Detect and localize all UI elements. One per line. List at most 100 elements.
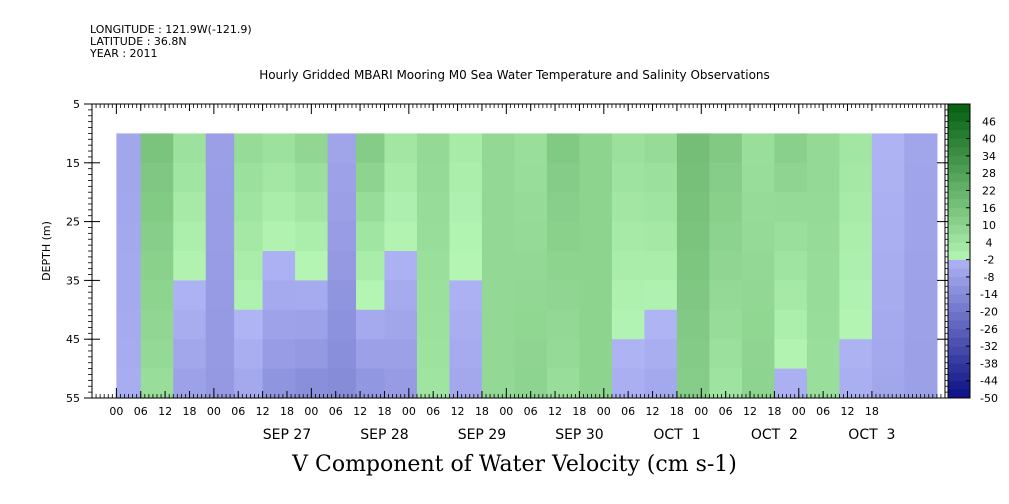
heatmap-cell [116, 368, 142, 399]
heatmap-cell [356, 309, 386, 340]
heatmap-cell [806, 339, 840, 370]
heatmap-cell [416, 251, 451, 281]
heatmap-cell [546, 280, 581, 311]
heatmap-cell [384, 133, 418, 164]
longitude-label: LONGITUDE : 121.9W(-121.9) [90, 23, 252, 36]
heatmap-cell [327, 368, 357, 399]
colorbar-swatch [948, 242, 970, 252]
heatmap-cell [262, 339, 296, 370]
heatmap-cell [806, 221, 840, 252]
colorbar-swatch [948, 155, 970, 165]
heatmap-cell [262, 280, 296, 311]
heatmap-cell [871, 162, 905, 193]
heatmap-cell [295, 339, 329, 370]
heatmap-cell [234, 221, 264, 252]
heatmap-cell [904, 221, 938, 252]
heatmap-cell [234, 309, 264, 340]
x-hour-label: 06 [621, 405, 635, 418]
heatmap-cell [116, 221, 142, 252]
colorbar-swatch [948, 311, 970, 321]
heatmap-cell [806, 280, 840, 311]
heatmap-cell [839, 192, 873, 223]
y-tick-label: 45 [66, 333, 80, 346]
heatmap-cell [579, 133, 613, 164]
colorbar-swatch [948, 104, 970, 113]
heatmap-cell [481, 368, 516, 399]
colorbar-swatch [948, 294, 970, 304]
heatmap-cell [676, 162, 711, 193]
heatmap-cell [774, 280, 808, 311]
heatmap-cell [116, 251, 142, 281]
heatmap-cell [327, 280, 357, 311]
colorbar-swatch [948, 121, 970, 131]
colorbar-swatch [948, 251, 970, 260]
heatmap-cell [327, 339, 357, 370]
heatmap-cell [709, 339, 743, 370]
y-axis: 5 15 25 35 45 55 [66, 98, 953, 405]
heatmap-cell [481, 192, 516, 223]
colorbar-swatch [948, 207, 970, 217]
heatmap-cell [709, 309, 743, 340]
heatmap-cell [839, 280, 873, 311]
colorbar-label: -20 [980, 306, 998, 319]
heatmap-cell [546, 162, 581, 193]
heatmap-cell [416, 162, 451, 193]
heatmap-cell [481, 251, 516, 281]
heatmap-cell [871, 251, 905, 281]
x-hour-label: 06 [134, 405, 148, 418]
heatmap-cell [481, 133, 516, 164]
x-hour-label: 00 [597, 405, 611, 418]
heatmap-cell [140, 368, 174, 399]
heatmap-cell [806, 162, 840, 193]
x-hour-label: 12 [646, 405, 660, 418]
colorbar-swatch [948, 372, 970, 382]
y-tick-label: 5 [73, 98, 80, 111]
heatmap-cell [449, 192, 483, 223]
heatmap-cell [579, 339, 613, 370]
heatmap-cell [644, 251, 678, 281]
heatmap-cell [416, 133, 451, 164]
y-axis-label: DEPTH (m) [40, 221, 53, 281]
heatmap-cell [295, 133, 329, 164]
heatmap-cell [116, 339, 142, 370]
heatmap-cell [904, 192, 938, 223]
heatmap-cell [514, 162, 548, 193]
heatmap-cell [173, 162, 207, 193]
heatmap-cell [234, 162, 264, 193]
heatmap-cell [741, 133, 775, 164]
heatmap-cell [611, 251, 646, 281]
heatmap-cell [546, 133, 581, 164]
heatmap-cell [384, 280, 418, 311]
colorbar-swatch [948, 302, 970, 312]
colorbar-swatch [948, 389, 970, 399]
latitude-label: LATITUDE : 36.8N [90, 35, 187, 48]
colorbar-label: 22 [982, 184, 996, 197]
y-tick-label: 35 [66, 274, 80, 287]
heatmap-cell [384, 339, 418, 370]
heatmap-cell [676, 133, 711, 164]
heatmap-cell [904, 339, 938, 370]
colorbar-label: -32 [980, 340, 998, 353]
colorbar-swatch [948, 129, 970, 139]
heatmap-cell [611, 162, 646, 193]
colorbar-swatch [948, 190, 970, 200]
heatmap-cell [449, 368, 483, 399]
heatmap-cell [384, 368, 418, 399]
heatmap-cell [579, 162, 613, 193]
heatmap-cell [839, 162, 873, 193]
x-hour-label: 18 [280, 405, 294, 418]
heatmap-cell [205, 339, 235, 370]
heatmap-cell [205, 251, 235, 281]
x-hour-label: 00 [109, 405, 123, 418]
heatmap-cell [234, 280, 264, 311]
heatmap-cell [546, 221, 581, 252]
heatmap-cell [234, 368, 264, 399]
heatmap-cell [449, 280, 483, 311]
heatmap-cell [449, 162, 483, 193]
heatmap-cell [774, 309, 808, 340]
heatmap-cell [234, 192, 264, 223]
heatmap-cell [611, 309, 646, 340]
heatmap-cell [871, 368, 905, 399]
x-hour-label: 18 [182, 405, 196, 418]
